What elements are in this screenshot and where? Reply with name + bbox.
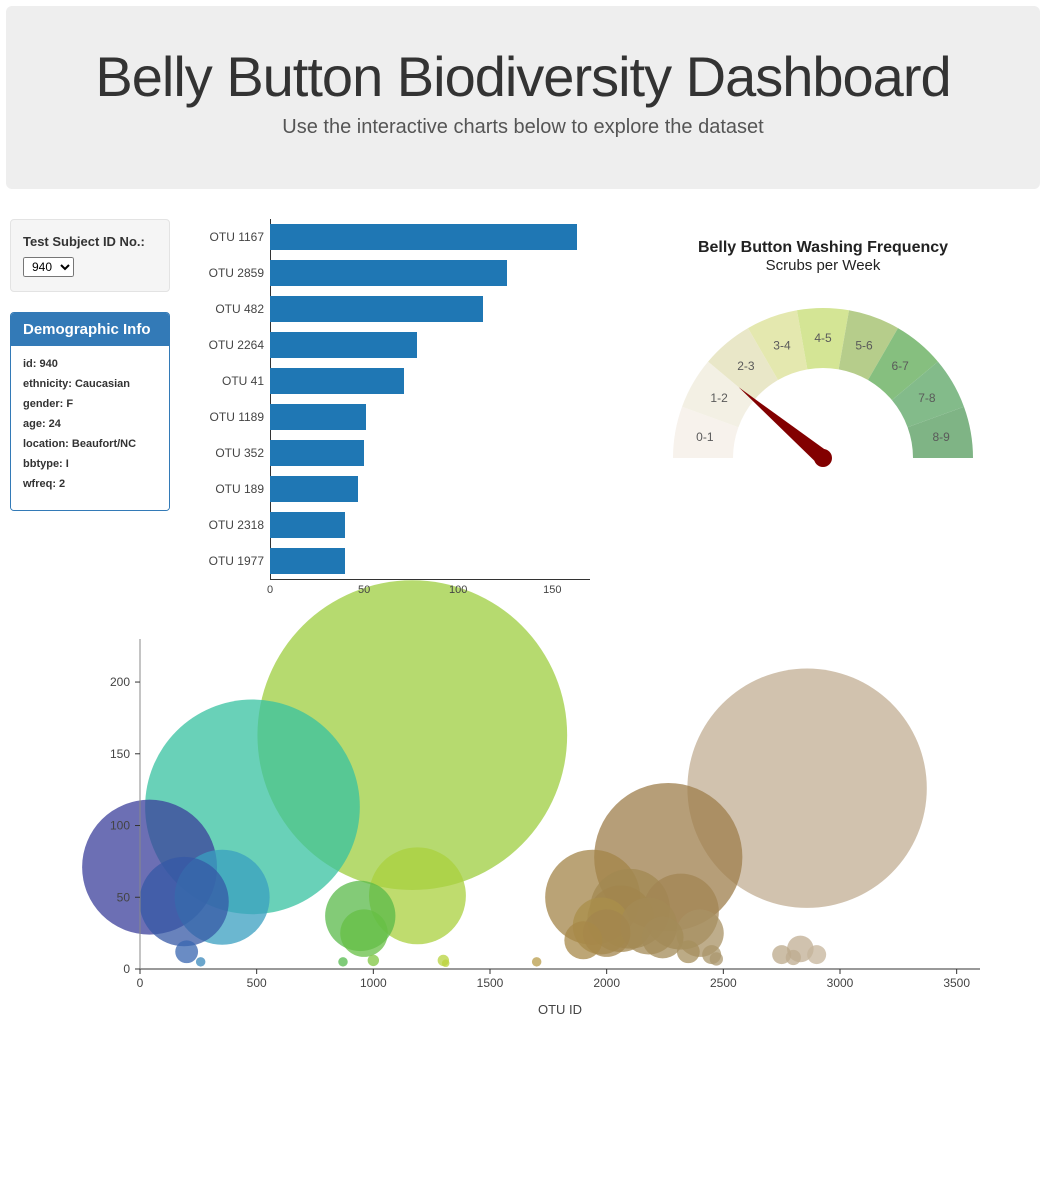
bubble-x-tick: 1500	[477, 976, 504, 990]
bar-fill	[270, 224, 577, 250]
bar-fill	[270, 512, 345, 538]
gauge-segment-label: 7-8	[918, 391, 936, 405]
gauge-segment-label: 8-9	[933, 430, 951, 444]
bubble-y-tick: 0	[123, 962, 130, 976]
gauge-segment-label: 6-7	[891, 359, 909, 373]
bar-row: OTU 1977	[190, 543, 590, 579]
bubble-point	[710, 952, 723, 965]
bar-row: OTU 482	[190, 291, 590, 327]
bubble-y-tick: 200	[110, 675, 130, 689]
bubble-point	[532, 957, 542, 967]
gauge-segment-label: 2-3	[737, 359, 755, 373]
bubble-x-tick: 2500	[710, 976, 737, 990]
bubble-x-tick: 500	[247, 976, 267, 990]
page-title: Belly Button Biodiversity Dashboard	[36, 46, 1010, 108]
demographic-row: age: 24	[23, 418, 157, 430]
bar-label: OTU 1977	[190, 554, 270, 568]
header-jumbotron: Belly Button Biodiversity Dashboard Use …	[6, 6, 1040, 189]
bar-row: OTU 41	[190, 363, 590, 399]
demographic-row: gender: F	[23, 398, 157, 410]
bubble-point	[139, 857, 228, 946]
bar-label: OTU 1167	[190, 230, 270, 244]
gauge-needle	[739, 387, 828, 464]
bar-row: OTU 1189	[190, 399, 590, 435]
bar-fill	[270, 368, 404, 394]
bubble-x-tick: 1000	[360, 976, 387, 990]
bar-label: OTU 2264	[190, 338, 270, 352]
bubble-x-tick: 0	[137, 976, 144, 990]
bar-label: OTU 1189	[190, 410, 270, 424]
bar-row: OTU 2859	[190, 255, 590, 291]
bubble-y-tick: 150	[110, 746, 130, 760]
bar-row: OTU 2264	[190, 327, 590, 363]
demographic-panel-title: Demographic Info	[11, 313, 169, 346]
bar-row: OTU 2318	[190, 507, 590, 543]
bar-label: OTU 482	[190, 302, 270, 316]
bubble-x-label: OTU ID	[538, 1002, 582, 1017]
subject-select[interactable]: 940	[23, 257, 74, 277]
bar-axis-tick: 0	[267, 584, 273, 596]
bubble-point	[564, 921, 602, 959]
bar-fill	[270, 404, 366, 430]
bar-label: OTU 2859	[190, 266, 270, 280]
gauge-needle-base	[814, 449, 832, 467]
gauge-segment-label: 5-6	[855, 338, 873, 352]
bubble-x-tick: 3000	[827, 976, 854, 990]
demographic-row: id: 940	[23, 358, 157, 370]
gauge-segment-label: 1-2	[710, 391, 728, 405]
gauge-segment-label: 3-4	[773, 338, 791, 352]
bar-fill	[270, 548, 345, 574]
demographic-row: ethnicity: Caucasian	[23, 378, 157, 390]
bar-axis-tick: 150	[543, 584, 561, 596]
demographic-panel-body: id: 940 ethnicity: Caucasian gender: F age:…	[11, 346, 169, 510]
gauge-segment-label: 0-1	[696, 430, 714, 444]
bar-fill	[270, 440, 364, 466]
bar-row: OTU 352	[190, 435, 590, 471]
bubble-point	[368, 954, 379, 965]
demographic-row: location: Beaufort/NC	[23, 438, 157, 450]
bubble-point	[786, 950, 801, 965]
bar-chart: OTU 1167 OTU 2859 OTU 482 OTU 2264 OTU 41 OTU…	[190, 219, 590, 599]
bar-fill	[270, 260, 507, 286]
bubble-x-tick: 3500	[943, 976, 970, 990]
bubble-point	[340, 909, 388, 957]
bubble-point	[442, 959, 450, 967]
bubble-chart: 0 500 1000 1500 2000 2500 3000 3500 0 50 100 150 200…	[0, 599, 1046, 1094]
bar-fill	[270, 332, 417, 358]
bubble-y-tick: 50	[117, 890, 131, 904]
bubble-point	[338, 957, 348, 967]
bar-label: OTU 2318	[190, 518, 270, 532]
bar-label: OTU 352	[190, 446, 270, 460]
bar-label: OTU 189	[190, 482, 270, 496]
gauge-subtitle: Scrubs per Week	[610, 257, 1036, 274]
subject-selector-panel: Test Subject ID No.: 940	[10, 219, 170, 292]
bar-axis-tick: 100	[449, 584, 467, 596]
bubble-x-tick: 2000	[593, 976, 620, 990]
bar-row: OTU 189	[190, 471, 590, 507]
bubble-point	[807, 945, 826, 964]
bar-row: OTU 1167	[190, 219, 590, 255]
bubble-y-tick: 100	[110, 818, 130, 832]
bar-fill	[270, 476, 358, 502]
bubble-point	[175, 940, 198, 963]
bubble-point	[196, 957, 206, 967]
bubble-point	[677, 940, 700, 963]
gauge-title: Belly Button Washing Frequency	[610, 239, 1036, 257]
bar-axis-tick: 50	[358, 584, 370, 596]
demographic-row: bbtype: I	[23, 458, 157, 470]
demographic-panel: Demographic Info id: 940 ethnicity: Cauca…	[10, 312, 170, 511]
bar-label: OTU 41	[190, 374, 270, 388]
subject-selector-label: Test Subject ID No.:	[23, 234, 157, 249]
bar-fill	[270, 296, 483, 322]
demographic-row: wfreq: 2	[23, 478, 157, 490]
page-subtitle: Use the interactive charts below to expl…	[36, 116, 1010, 139]
gauge-segment-label: 4-5	[814, 331, 832, 345]
gauge-chart: Belly Button Washing Frequency Scrubs pe…	[610, 219, 1036, 599]
